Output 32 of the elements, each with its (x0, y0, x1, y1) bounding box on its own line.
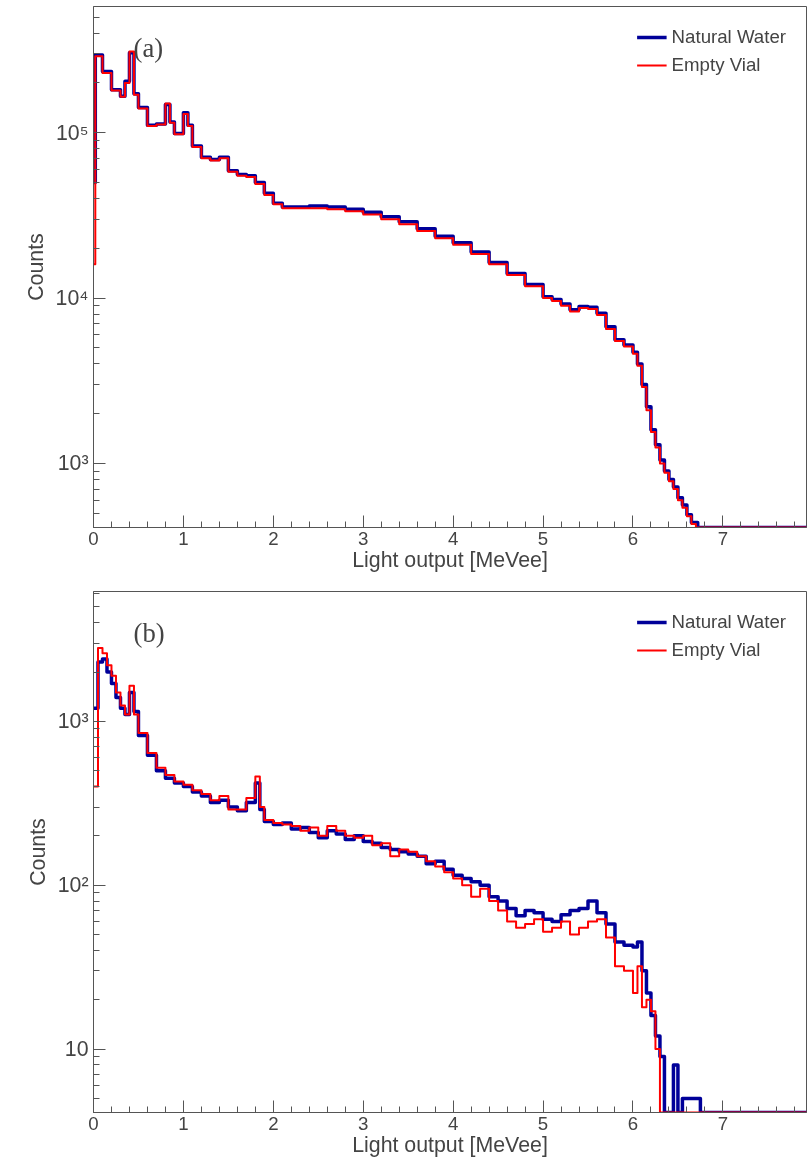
y-tick-label: 10³ (57, 451, 89, 476)
x-tick-label: 4 (447, 527, 459, 549)
x-tick-label: 6 (627, 1112, 639, 1134)
y-tick-label: 10 (64, 1037, 89, 1062)
legend-label: Natural Water (671, 26, 786, 48)
x-tick-label: 7 (717, 527, 729, 549)
x-tick-label: 4 (447, 1112, 459, 1134)
x-axis-title: Light output [MeVee] (352, 1132, 548, 1157)
x-tick-label: 1 (178, 527, 189, 549)
x-tick-label: 7 (717, 1112, 729, 1134)
x-axis-title: Light output [MeVee] (352, 547, 548, 572)
y-tick-label: 10³ (57, 709, 89, 734)
annotation: (b) (133, 617, 165, 648)
legend-label: Empty Vial (671, 639, 761, 661)
y-axis-title: Counts (25, 818, 50, 886)
x-tick-label: 2 (268, 527, 279, 549)
y-tick-label: 10⁴ (55, 286, 89, 311)
x-tick-label: 5 (537, 1112, 549, 1134)
y-axis-title: Counts (23, 233, 48, 301)
x-tick-label: 0 (88, 1112, 99, 1134)
annotation: (a) (133, 32, 164, 63)
legend-label: Empty Vial (671, 54, 761, 76)
x-tick-label: 2 (268, 1112, 279, 1134)
y-tick-label: 10² (57, 873, 89, 898)
y-tick-label: 10⁵ (55, 120, 89, 145)
legend-label: Natural Water (671, 611, 786, 633)
x-tick-label: 3 (358, 1112, 369, 1134)
x-tick-label: 0 (88, 527, 99, 549)
x-tick-label: 6 (627, 527, 639, 549)
x-tick-label: 3 (358, 527, 369, 549)
x-tick-label: 1 (178, 1112, 189, 1134)
x-tick-label: 5 (537, 527, 549, 549)
